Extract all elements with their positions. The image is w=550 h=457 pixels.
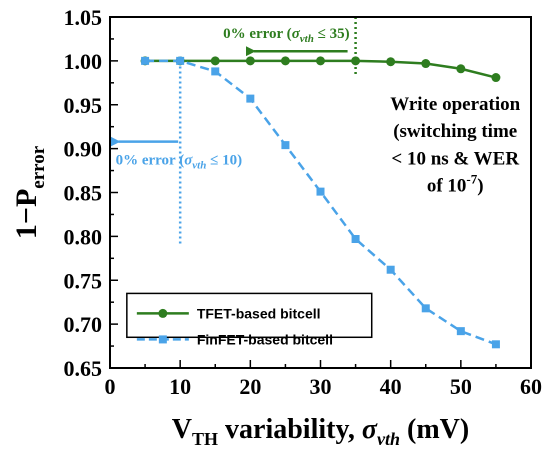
- legend-label: FinFET-based bitcell: [197, 331, 333, 347]
- data-point: [491, 340, 500, 349]
- legend-swatch-marker: [158, 335, 167, 344]
- note-line-2: (switching time: [393, 121, 517, 142]
- legend-box: [126, 292, 373, 339]
- data-point: [421, 59, 431, 69]
- tfet-annotation-sym: σ: [292, 26, 301, 42]
- data-point: [421, 304, 430, 313]
- note-close: ): [477, 176, 483, 197]
- x-axis-label-rest: variability,: [218, 414, 362, 445]
- y-tick-label: 0.95: [64, 93, 103, 118]
- x-axis-label-sub: TH: [192, 429, 218, 449]
- y-tick-label: 0.75: [64, 268, 103, 293]
- finfet-annotation-text: 0% error (σvth ≤ 10): [116, 152, 242, 171]
- plot-frame: [109, 16, 532, 369]
- y-tick-label: 0.85: [64, 181, 103, 206]
- note-line-4-main: of 10: [427, 176, 467, 197]
- y-axis-label: 1−Perror: [10, 145, 49, 239]
- tfet-annotation-prefix: 0% error (: [223, 26, 292, 42]
- data-point: [245, 56, 255, 66]
- finfet-annotation-sub: vth: [192, 159, 206, 171]
- finfet-annotation-sym: σ: [184, 152, 193, 168]
- legend-label: TFET-based bitcell: [197, 305, 321, 321]
- x-axis-label-symsub: vth: [377, 429, 400, 449]
- legend-swatch-marker: [158, 308, 168, 318]
- tfet-annotation-text: 0% error (σvth ≤ 35): [223, 26, 349, 45]
- y-tick-label: 1.00: [64, 49, 103, 74]
- x-tick-label: 60: [520, 374, 542, 399]
- legend: TFET-based bitcell FinFET-based bitcell: [126, 292, 373, 347]
- data-point: [351, 235, 360, 244]
- annotation-layer: [110, 17, 357, 246]
- x-axis-label-main: V: [172, 414, 192, 445]
- y-tick-label: 0.90: [64, 137, 103, 162]
- data-point: [316, 187, 325, 196]
- ticks-layer: 0 10 20 30 40 50 60 0.65 0.70 0.75 0.80 0.85 0.90 0.9…: [64, 5, 543, 399]
- data-point: [280, 56, 290, 66]
- legend-items: TFET-based bitcell FinFET-based bitcell: [136, 305, 333, 347]
- x-axis-label: VTH variability, σvth (mV): [172, 414, 469, 449]
- data-point: [316, 56, 325, 66]
- x-axis-label-unit: (mV): [400, 414, 469, 445]
- data-point: [456, 327, 465, 336]
- x-tick-label: 50: [450, 374, 472, 399]
- note-exponent: -7: [466, 172, 477, 187]
- y-axis-label-main: 1−P: [10, 189, 43, 239]
- data-point: [491, 73, 501, 83]
- data-point: [351, 56, 361, 66]
- data-point: [281, 141, 290, 150]
- finfet-annotation-prefix: 0% error (: [116, 152, 185, 168]
- y-tick-label: 0.70: [64, 312, 103, 337]
- data-point: [176, 56, 185, 65]
- y-tick-label: 1.05: [64, 5, 103, 30]
- x-tick-label: 10: [169, 374, 191, 399]
- series-layer: [140, 56, 501, 349]
- x-tick-label: 40: [380, 374, 402, 399]
- tfet-annotation-sub: vth: [300, 33, 314, 45]
- data-point: [211, 67, 220, 76]
- x-tick-label: 0: [105, 374, 116, 399]
- data-point: [386, 265, 395, 274]
- finfet-annotation-suffix: ≤ 10): [206, 152, 242, 168]
- note-line-1: Write operation: [390, 94, 520, 115]
- y-axis-label-sub: error: [28, 145, 49, 188]
- x-axis-label-sym: σ: [362, 414, 378, 445]
- note-line-3: < 10 ns & WER: [391, 148, 519, 169]
- note-line-4: of 10-7): [427, 172, 484, 197]
- y-tick-label: 0.80: [64, 224, 103, 249]
- x-tick-label: 30: [310, 374, 332, 399]
- x-tick-label: 20: [239, 374, 261, 399]
- data-point: [456, 64, 466, 74]
- data-point: [210, 56, 220, 66]
- data-point: [141, 56, 150, 65]
- data-point: [246, 94, 255, 103]
- y-tick-label: 0.65: [64, 356, 103, 381]
- tfet-annotation-suffix: ≤ 35): [314, 26, 350, 42]
- data-point: [386, 57, 396, 67]
